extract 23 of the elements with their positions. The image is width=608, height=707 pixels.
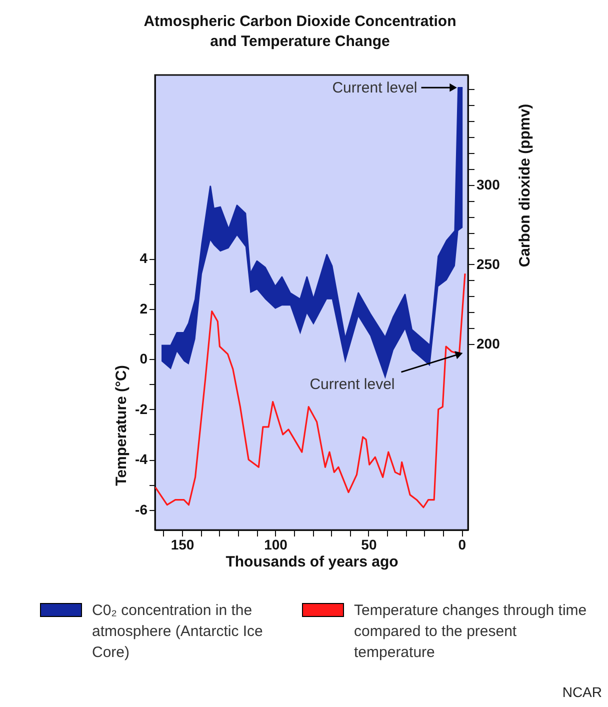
legend-label: C0₂ concentration in the atmosphere (Antarctic Ice Core)	[92, 601, 264, 663]
chart-title: Atmospheric Carbon Dioxide Concentration and Temperature Change	[142, 12, 458, 52]
x-tick-label: 150	[170, 536, 194, 552]
y-tick-label: -2	[135, 400, 148, 417]
x-axis-title: Thousands of years ago	[226, 554, 398, 570]
y2-axis-title: Carbon dioxide (ppmv)	[516, 104, 534, 268]
y-tick-label: -6	[135, 501, 148, 518]
y-axis-title: Temperature (°C)	[113, 365, 130, 486]
y-tick-label: 2	[140, 300, 148, 316]
y2-tick-label: 300	[476, 176, 500, 192]
x-tick-label: 50	[361, 536, 377, 552]
annotation: Current level	[332, 80, 418, 97]
x-tick-label: 0	[458, 536, 466, 552]
x-tick-label: 100	[264, 536, 288, 552]
text: NCAR	[562, 684, 602, 700]
y-tick-label: 4	[140, 250, 148, 266]
y2-tick-label: 200	[476, 335, 500, 352]
legend-label: Temperature changes through time compared to the present temperature	[354, 601, 588, 663]
y2-tick-label: 250	[476, 256, 500, 272]
y-tick-label: 0	[140, 350, 148, 367]
y-tick-label: -4	[135, 451, 148, 468]
annotation: Current level	[310, 376, 395, 394]
line-series	[154, 272, 466, 508]
